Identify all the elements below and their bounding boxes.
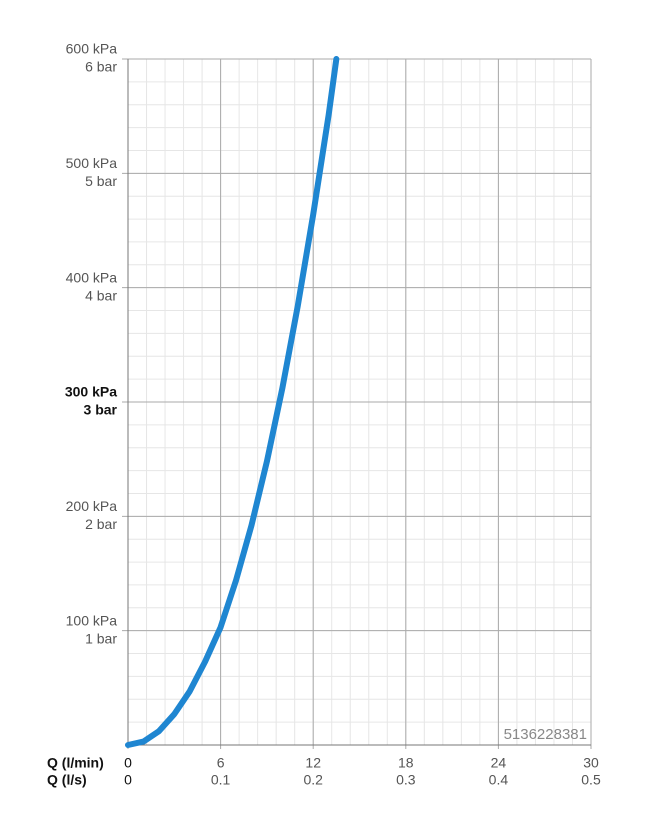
x-tick-label: 18 (398, 755, 414, 771)
y-tick-label: 500 kPa (66, 155, 118, 171)
y-tick-bar-label: 6 bar (85, 59, 117, 75)
y-tick-label: 400 kPa (66, 269, 118, 285)
x-tick-label: 12 (305, 755, 321, 771)
y-tick-bar-label: 1 bar (85, 630, 117, 646)
y-tick-bar-label: 3 bar (84, 402, 118, 418)
flow-curve (125, 56, 340, 748)
x-tick-label: 0 (124, 755, 132, 771)
y-tick-bar-label: 2 bar (85, 516, 117, 532)
x-axis-label: Q (l/min) (47, 755, 104, 771)
x2-tick-label: 0.3 (396, 772, 416, 788)
x2-tick-label: 0.4 (489, 772, 509, 788)
y-tick-label: 200 kPa (66, 498, 118, 514)
x-tick-label: 24 (491, 755, 507, 771)
annotation: 5136228381 (504, 726, 587, 743)
x2-tick-label: 0.5 (581, 772, 601, 788)
y-tick-bar-label: 5 bar (85, 173, 117, 189)
x-tick-label: 30 (583, 755, 599, 771)
y-tick-label: 100 kPa (66, 612, 118, 628)
x2-tick-label: 0.1 (211, 772, 231, 788)
x2-axis-label: Q (l/s) (47, 772, 87, 788)
x2-tick-label: 0.2 (303, 772, 323, 788)
y-tick-label: 300 kPa (65, 384, 117, 400)
x2-tick-label: 0 (124, 772, 132, 788)
y-tick-bar-label: 4 bar (85, 287, 117, 303)
y-tick-label: 600 kPa (66, 41, 118, 57)
x-tick-label: 6 (217, 755, 225, 771)
